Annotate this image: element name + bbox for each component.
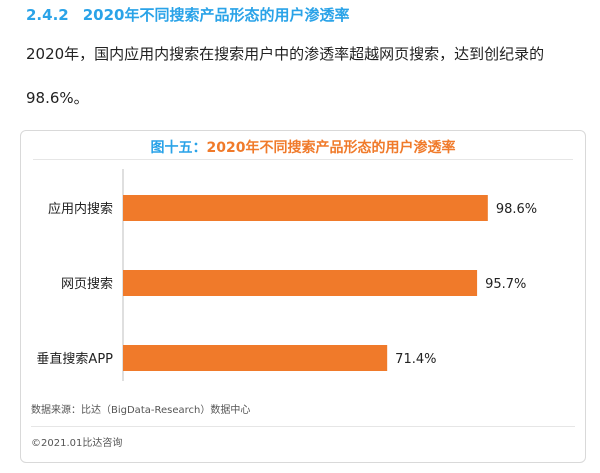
value-label: 71.4%: [395, 352, 436, 367]
section-title: 2020年不同搜索产品形态的用户渗透率: [82, 6, 350, 24]
bar: [123, 270, 478, 296]
bar: [123, 345, 388, 371]
data-source-note: 数据来源：比达（BigData-Research）数据中心: [31, 405, 251, 416]
title-divider: [33, 159, 573, 160]
category-label: 垂直搜索APP: [36, 352, 113, 367]
category-label: 网页搜索: [61, 277, 113, 292]
value-label: 98.6%: [496, 202, 537, 217]
footer-divider: [31, 426, 575, 427]
paragraph-line-1: 2020年，国内应用内搜索在搜索用户中的渗透率超越网页搜索，达到创纪录的: [26, 45, 545, 63]
copyright-note: ©2021.01比达咨询: [31, 438, 123, 449]
chart-title-prefix: 图十五：: [150, 140, 207, 156]
paragraph-line-2: 98.6%。: [26, 89, 89, 107]
chart-title: 图十五：2020年不同搜索产品形态的用户渗透率: [21, 137, 585, 157]
category-label: 应用内搜索: [48, 201, 113, 217]
bar-chart: 应用内搜索 98.6% 网页搜索 95.7% 垂直搜索APP 71.4%: [36, 169, 537, 381]
chart-title-text: 2020年不同搜索产品形态的用户渗透率: [206, 140, 456, 156]
value-label: 95.7%: [485, 277, 526, 292]
bar: [123, 195, 488, 221]
section-heading: 2.4.2 2020年不同搜索产品形态的用户渗透率: [26, 4, 349, 25]
section-number: 2.4.2: [26, 6, 69, 24]
figure-card: 图十五：2020年不同搜索产品形态的用户渗透率 应用内搜索 98.6% 网页搜索 95…: [20, 130, 586, 463]
